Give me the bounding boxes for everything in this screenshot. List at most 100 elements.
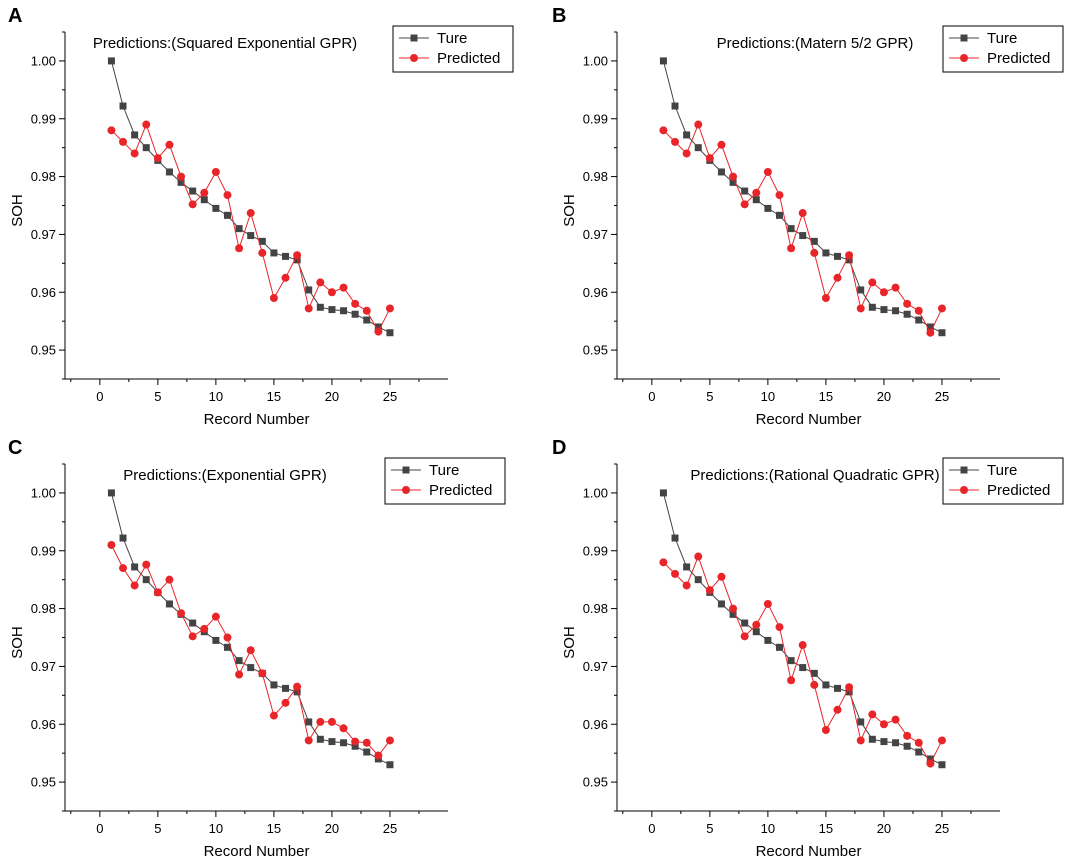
legend-marker-predicted (960, 486, 968, 494)
data-point-predicted (362, 738, 371, 747)
x-tick-label: 20 (877, 389, 891, 404)
x-tick-label: 10 (209, 821, 223, 836)
x-tick-label: 5 (706, 389, 713, 404)
data-point-ture (131, 131, 139, 139)
data-point-predicted (682, 581, 691, 590)
x-tick-label: 0 (648, 389, 655, 404)
data-point-predicted (200, 188, 209, 197)
data-point-ture (282, 252, 290, 260)
legend: Ture Predicted (384, 457, 506, 505)
data-point-ture (775, 643, 783, 651)
data-point-ture (729, 610, 737, 618)
x-tick-label: 5 (706, 821, 713, 836)
data-point-ture (235, 225, 243, 233)
data-point-predicted (246, 646, 255, 655)
data-point-predicted (914, 306, 923, 315)
data-point-predicted (926, 759, 935, 768)
data-point-ture (694, 576, 702, 584)
x-tick-label: 20 (877, 821, 891, 836)
data-point-predicted (339, 283, 348, 292)
data-point-predicted (142, 560, 151, 569)
data-point-ture (374, 323, 382, 331)
data-point-ture (857, 286, 865, 294)
y-tick-label: 0.98 (583, 169, 608, 184)
data-point-ture (752, 628, 760, 636)
data-point-predicted (705, 154, 714, 163)
data-point-ture (223, 211, 231, 219)
data-point-ture (717, 600, 725, 608)
legend-marker-ture (402, 466, 410, 474)
x-tick-label: 10 (209, 389, 223, 404)
y-tick-label: 0.95 (583, 775, 608, 790)
legend-label-predicted: Predicted (437, 50, 500, 67)
data-point-ture (282, 684, 290, 692)
data-point-predicted (833, 273, 842, 282)
y-tick-label: 0.95 (583, 343, 608, 358)
data-point-ture (247, 232, 255, 240)
data-point-ture (926, 323, 934, 331)
data-point-ture (857, 718, 865, 726)
data-point-ture (119, 534, 127, 542)
data-point-predicted (717, 572, 726, 581)
x-tick-label: 20 (325, 389, 339, 404)
data-point-predicted (269, 294, 278, 303)
data-point-ture (270, 681, 278, 689)
data-point-ture (386, 329, 394, 337)
data-point-ture (258, 237, 266, 245)
legend-box (942, 457, 1064, 505)
data-point-ture (834, 252, 842, 260)
legend-marker-ture (960, 466, 968, 474)
data-point-ture (189, 619, 197, 627)
data-point-predicted (903, 731, 912, 740)
y-tick-label: 0.96 (31, 285, 56, 300)
data-point-predicted (891, 283, 900, 292)
data-point-predicted (188, 632, 197, 641)
data-point-ture (938, 329, 946, 337)
panel-letter: C (8, 437, 22, 459)
data-point-predicted (258, 248, 267, 257)
legend-marker-ture (960, 34, 968, 42)
legend-label-ture: Ture (987, 30, 1017, 47)
data-point-predicted (891, 715, 900, 724)
data-point-predicted (211, 167, 220, 176)
y-tick-label: 1.00 (583, 485, 608, 500)
data-point-ture (845, 256, 853, 264)
x-tick-label: 25 (935, 389, 949, 404)
series-line-ture (662, 60, 943, 334)
data-point-ture (834, 684, 842, 692)
data-point-ture (107, 57, 115, 65)
data-point-predicted (327, 717, 336, 726)
data-point-predicted (740, 200, 749, 209)
data-point-predicted (316, 278, 325, 287)
chart-title: Predictions:(Squared Exponential GPR) (93, 35, 357, 52)
data-point-ture (892, 307, 900, 315)
data-point-ture (142, 576, 150, 584)
data-point-ture (694, 144, 702, 152)
x-tick-label: 25 (383, 389, 397, 404)
data-point-predicted (223, 191, 232, 200)
data-point-predicted (682, 149, 691, 158)
data-point-ture (659, 489, 667, 497)
data-point-predicted (752, 188, 761, 197)
y-tick-label: 0.99 (583, 111, 608, 126)
data-point-ture (305, 718, 313, 726)
data-point-predicted (351, 737, 360, 746)
data-point-predicted (752, 620, 761, 629)
chart-title: Predictions:(Rational Quadratic GPR) (690, 467, 939, 484)
data-point-ture (351, 310, 359, 318)
legend-box (384, 457, 506, 505)
data-point-predicted (821, 294, 830, 303)
data-point-predicted (130, 149, 139, 158)
x-tick-label: 15 (267, 389, 281, 404)
panel-letter: B (552, 5, 566, 27)
data-point-predicted (235, 244, 244, 253)
data-point-predicted (810, 248, 819, 257)
y-axis-label: SOH (561, 194, 578, 227)
data-point-ture (810, 669, 818, 677)
data-point-ture (764, 636, 772, 644)
data-point-predicted (705, 586, 714, 595)
data-point-predicted (269, 711, 278, 720)
y-tick-label: 0.98 (583, 601, 608, 616)
data-point-predicted (327, 288, 336, 297)
legend-label-ture: Ture (429, 462, 459, 479)
